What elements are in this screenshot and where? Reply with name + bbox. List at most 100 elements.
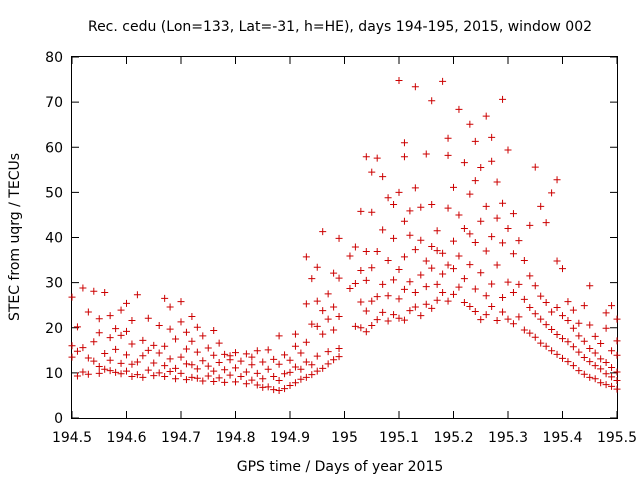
data-point: [155, 369, 163, 377]
data-point: [90, 287, 98, 295]
data-point: [466, 303, 474, 311]
data-point: [466, 230, 474, 238]
data-point: [79, 344, 87, 352]
data-point: [172, 364, 180, 372]
data-point: [515, 280, 523, 288]
data-point: [182, 345, 190, 353]
data-point: [90, 338, 98, 346]
data-point: [281, 385, 289, 393]
data-point: [591, 349, 599, 357]
x-tick-label: 194.9: [270, 430, 310, 446]
data-point: [509, 320, 517, 328]
data-point: [117, 306, 125, 314]
data-point: [68, 353, 76, 361]
data-point: [602, 370, 610, 378]
data-point: [193, 374, 201, 382]
data-point: [411, 246, 419, 254]
data-point: [308, 275, 316, 283]
data-point: [264, 383, 272, 391]
data-point: [591, 362, 599, 370]
data-point: [390, 234, 398, 242]
data-point: [433, 247, 441, 255]
data-point: [444, 204, 452, 212]
data-point: [166, 368, 174, 376]
data-point: [302, 373, 310, 381]
y-axis-label: STEC from uqrg / TECUs: [7, 153, 23, 321]
data-point: [188, 361, 196, 369]
data-point: [286, 382, 294, 390]
data-point: [379, 226, 387, 234]
data-point: [428, 97, 436, 105]
data-point: [172, 375, 180, 383]
data-point: [564, 358, 572, 366]
data-point: [395, 188, 403, 196]
data-point: [406, 278, 414, 286]
data-point: [253, 369, 261, 377]
data-point: [351, 322, 359, 330]
x-tick-label: 195.5: [597, 430, 637, 446]
data-point: [177, 298, 185, 306]
data-point: [455, 252, 463, 260]
data-point: [319, 364, 327, 372]
data-point: [559, 354, 566, 362]
data-point: [368, 208, 376, 216]
data-point: [199, 377, 207, 385]
data-point: [330, 356, 338, 364]
data-point: [482, 112, 490, 120]
data-point: [422, 283, 430, 291]
data-point: [182, 328, 190, 336]
data-point: [112, 345, 120, 353]
data-point: [204, 362, 212, 370]
data-point: [101, 349, 109, 357]
data-point: [553, 350, 561, 358]
data-point: [346, 284, 354, 292]
data-point: [161, 342, 169, 350]
data-point: [553, 176, 561, 184]
x-tick-label: 195.1: [379, 430, 419, 446]
data-point: [73, 347, 81, 355]
data-point: [439, 289, 447, 297]
data-point: [112, 325, 120, 333]
data-point: [373, 293, 381, 301]
data-point: [575, 332, 583, 340]
data-point: [548, 189, 556, 197]
data-point: [586, 321, 594, 329]
data-point: [499, 294, 507, 302]
data-point: [400, 217, 408, 225]
data-point: [210, 377, 218, 385]
data-point: [395, 314, 403, 322]
x-tick-label: 195.2: [433, 430, 473, 446]
data-point: [95, 369, 103, 377]
data-point: [101, 365, 109, 373]
data-point: [515, 313, 523, 321]
data-point: [297, 375, 305, 383]
data-point: [302, 358, 310, 366]
data-point: [302, 338, 310, 346]
data-point: [575, 348, 583, 356]
y-tick-label: 50: [45, 185, 63, 201]
data-point: [580, 370, 588, 378]
data-point: [259, 375, 267, 383]
data-point: [335, 353, 343, 361]
data-point: [68, 342, 76, 350]
data-point: [444, 151, 452, 159]
data-point: [400, 253, 408, 261]
data-point: [139, 373, 147, 381]
chart-title: Rec. cedu (Lon=133, Lat=-31, h=HE), days…: [88, 19, 592, 35]
data-point: [379, 308, 387, 316]
x-tick-label: 194.5: [52, 430, 92, 446]
data-point: [390, 201, 398, 209]
data-point: [553, 331, 561, 339]
data-point: [537, 202, 545, 210]
data-point: [248, 353, 256, 361]
data-point: [471, 238, 479, 246]
data-point: [608, 382, 616, 390]
data-point: [569, 362, 577, 370]
data-point: [324, 360, 332, 368]
data-point: [526, 221, 534, 229]
data-point: [275, 332, 283, 340]
data-point: [597, 365, 605, 373]
data-point: [182, 360, 190, 368]
data-point: [291, 379, 299, 387]
